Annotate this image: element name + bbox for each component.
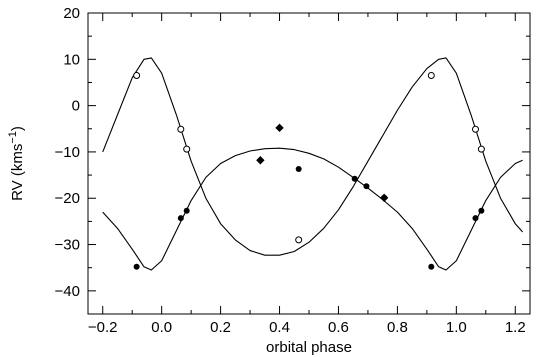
y-axis-label-close: ) [9,126,26,131]
filled-circle-point [295,166,302,173]
x-tick-label: 0.2 [210,319,231,336]
open-circle-point [477,145,485,153]
filled-circle-point [183,207,190,214]
plot-frame [87,12,531,315]
model-curve-2 [102,147,523,271]
x-tick-label: 0.4 [269,319,290,336]
model-curve-1 [102,57,524,256]
filled-circle-point [177,215,184,222]
filled-diamond-point [379,193,389,202]
filled-circle-point [478,207,485,214]
tick-labels: −0.2 0.0 0.2 0.4 0.6 0.8 1.0 1.2 −40 −30 −20 −10 0 10… [55,5,526,336]
y-tick-label: 20 [63,5,80,22]
open-circle-point [183,145,191,153]
x-tick-label: 1.0 [446,319,467,336]
open-circle-point [471,125,479,133]
y-tick-label: −40 [55,283,80,300]
y-tick-label: −10 [55,144,80,161]
y-tick-label: −30 [55,237,80,254]
filled-circle-point [472,215,479,222]
model-curves [102,57,524,271]
filled-circle-point [133,263,140,270]
open-circle-point [133,72,141,80]
y-tick-label: 10 [63,51,80,68]
y-axis-label-superscript: −1 [7,131,19,144]
filled-diamond-point [275,123,284,133]
axis-ticks [88,12,530,315]
x-tick-label: 1.2 [505,319,526,336]
open-circle-point [427,72,435,80]
data-points [133,72,485,270]
open-circle-point [177,125,185,133]
y-tick-label: −20 [55,190,80,207]
x-axis-label: orbital phase [266,339,352,356]
y-tick-label: 0 [72,98,80,115]
y-axis-label: RV (kms−1) [7,126,26,201]
filled-circle-point [428,263,435,270]
x-tick-label: −0.2 [88,319,118,336]
x-tick-label: 0.8 [387,319,408,336]
open-circle-point [295,236,303,244]
x-tick-label: 0.6 [328,319,349,336]
filled-circle-point [363,183,370,190]
x-tick-label: 0.0 [151,319,172,336]
filled-circle-point [351,175,358,182]
filled-diamond-point [256,156,265,165]
y-axis-label-main: RV (kms [9,144,26,201]
